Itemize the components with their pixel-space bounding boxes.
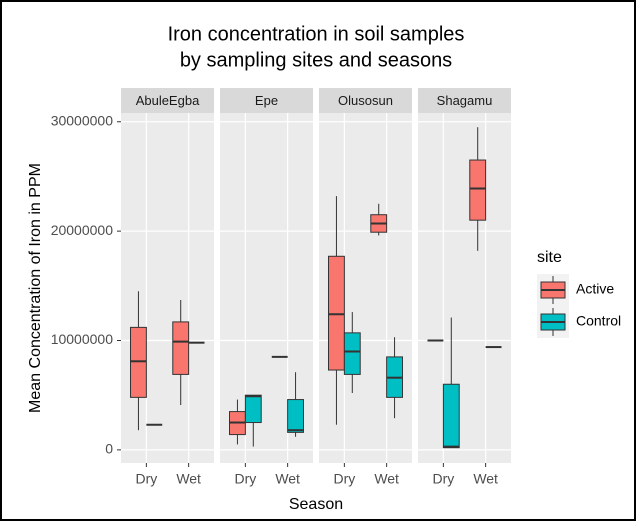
chart-title: Iron concentration in soil samples xyxy=(168,23,465,45)
y-tick-label: 20000000 xyxy=(51,222,114,238)
chart-title: by sampling sites and seasons xyxy=(180,49,452,71)
legend-label: Active xyxy=(576,281,614,297)
x-tick-label: Wet xyxy=(473,471,498,487)
y-tick-label: 0 xyxy=(105,441,113,457)
strip xyxy=(319,88,412,113)
box xyxy=(469,159,487,221)
x-tick-label: Dry xyxy=(135,471,157,487)
x-tick-label: Wet xyxy=(374,471,399,487)
strip xyxy=(220,88,313,113)
x-tick-label: Dry xyxy=(234,471,256,487)
strip-label: AbuleEgba xyxy=(136,93,200,108)
box xyxy=(328,255,345,371)
x-tick-label: Wet xyxy=(275,471,300,487)
y-tick-label: 10000000 xyxy=(51,331,114,347)
box xyxy=(130,326,147,398)
box xyxy=(172,321,190,375)
panel xyxy=(418,113,511,463)
x-tick-label: Dry xyxy=(432,471,454,487)
x-axis-label: Season xyxy=(289,496,343,513)
strip xyxy=(121,88,214,113)
x-tick-label: Wet xyxy=(176,471,201,487)
strip-label: Olusosun xyxy=(338,93,393,108)
legend-label: Control xyxy=(576,313,621,329)
y-axis-label: Mean Concentration of Iron in PPM xyxy=(27,163,44,413)
y-tick-label: 30000000 xyxy=(51,112,114,128)
box xyxy=(287,399,304,433)
box xyxy=(244,394,262,424)
box xyxy=(343,332,361,375)
strip xyxy=(418,88,511,113)
strip-label: Shagamu xyxy=(437,93,493,108)
box xyxy=(442,383,460,449)
panel xyxy=(121,113,214,463)
strip-label: Epe xyxy=(255,93,278,108)
x-tick-label: Dry xyxy=(333,471,355,487)
legend-title: site xyxy=(537,249,562,266)
